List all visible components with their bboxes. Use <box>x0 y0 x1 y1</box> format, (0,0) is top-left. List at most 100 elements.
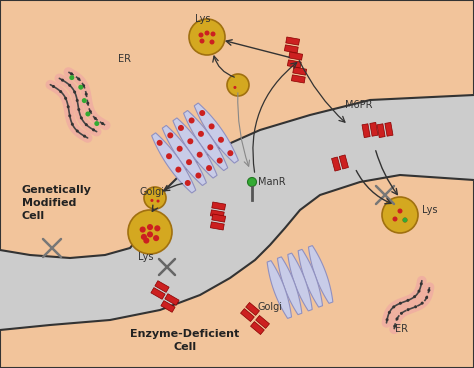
Bar <box>377 124 385 138</box>
Ellipse shape <box>210 39 215 45</box>
Bar <box>385 123 393 136</box>
Text: Enzyme-Deficient
Cell: Enzyme-Deficient Cell <box>130 329 240 352</box>
Ellipse shape <box>128 210 172 254</box>
Bar <box>292 75 305 83</box>
Ellipse shape <box>70 72 73 75</box>
Ellipse shape <box>85 123 88 126</box>
Bar <box>161 301 175 312</box>
Polygon shape <box>194 103 238 163</box>
Ellipse shape <box>406 299 410 302</box>
Bar <box>246 302 259 315</box>
Ellipse shape <box>195 173 201 178</box>
Ellipse shape <box>206 165 212 171</box>
Ellipse shape <box>185 180 191 186</box>
Ellipse shape <box>59 90 62 93</box>
Bar <box>370 123 378 136</box>
Polygon shape <box>277 257 302 315</box>
Text: M6PR: M6PR <box>345 100 373 110</box>
Ellipse shape <box>394 288 474 368</box>
Ellipse shape <box>166 153 172 159</box>
Ellipse shape <box>85 112 91 116</box>
Ellipse shape <box>77 78 80 81</box>
Ellipse shape <box>421 302 424 305</box>
Ellipse shape <box>67 105 70 108</box>
Polygon shape <box>267 261 292 318</box>
Text: ER: ER <box>395 324 408 334</box>
Ellipse shape <box>83 135 86 138</box>
Polygon shape <box>173 118 217 178</box>
Ellipse shape <box>156 199 160 202</box>
Bar <box>212 202 226 210</box>
Bar <box>289 52 302 60</box>
Ellipse shape <box>92 128 95 131</box>
Polygon shape <box>309 245 333 303</box>
Bar <box>339 155 348 169</box>
Ellipse shape <box>198 131 204 137</box>
Ellipse shape <box>204 31 210 35</box>
Ellipse shape <box>82 84 85 87</box>
Bar <box>287 60 301 68</box>
Ellipse shape <box>76 99 79 102</box>
Ellipse shape <box>207 144 213 150</box>
Ellipse shape <box>78 85 83 90</box>
Ellipse shape <box>82 98 87 103</box>
Ellipse shape <box>94 117 97 120</box>
Polygon shape <box>298 250 322 307</box>
Polygon shape <box>0 0 474 258</box>
Ellipse shape <box>175 167 182 173</box>
Ellipse shape <box>218 137 224 143</box>
Ellipse shape <box>85 93 88 96</box>
Text: Genetically
Modified
Cell: Genetically Modified Cell <box>22 185 92 222</box>
Bar <box>255 315 270 328</box>
Ellipse shape <box>382 197 418 233</box>
Ellipse shape <box>228 150 233 156</box>
Ellipse shape <box>404 298 474 368</box>
Ellipse shape <box>94 121 100 126</box>
Ellipse shape <box>428 289 430 292</box>
Ellipse shape <box>61 79 64 82</box>
Ellipse shape <box>68 114 71 117</box>
Polygon shape <box>183 110 228 171</box>
Ellipse shape <box>86 102 89 105</box>
Ellipse shape <box>199 32 203 38</box>
Ellipse shape <box>73 91 76 93</box>
Ellipse shape <box>144 187 166 209</box>
Polygon shape <box>0 175 474 368</box>
Bar <box>210 210 224 218</box>
Ellipse shape <box>186 159 192 165</box>
Text: Golgi: Golgi <box>258 302 283 312</box>
Ellipse shape <box>0 0 70 70</box>
Ellipse shape <box>402 217 408 223</box>
Ellipse shape <box>413 295 416 298</box>
Polygon shape <box>152 133 196 193</box>
Ellipse shape <box>233 86 237 89</box>
Ellipse shape <box>154 225 160 231</box>
Ellipse shape <box>76 130 79 132</box>
Text: Lys: Lys <box>195 14 210 24</box>
Ellipse shape <box>247 177 256 187</box>
Bar <box>210 222 224 230</box>
Ellipse shape <box>140 226 146 233</box>
Bar <box>293 67 307 75</box>
Ellipse shape <box>209 123 215 130</box>
Ellipse shape <box>385 318 389 321</box>
Bar <box>151 288 165 299</box>
Ellipse shape <box>189 117 195 124</box>
Polygon shape <box>162 125 206 185</box>
Polygon shape <box>288 253 312 311</box>
Text: Lys: Lys <box>138 252 154 262</box>
Bar <box>155 281 169 293</box>
Ellipse shape <box>197 152 203 158</box>
Ellipse shape <box>101 122 104 125</box>
Ellipse shape <box>420 282 423 285</box>
Ellipse shape <box>153 235 159 241</box>
Ellipse shape <box>414 305 417 308</box>
Ellipse shape <box>71 123 74 126</box>
Text: Golgi: Golgi <box>140 187 165 197</box>
Ellipse shape <box>147 231 153 237</box>
Ellipse shape <box>425 296 428 299</box>
Ellipse shape <box>147 224 153 230</box>
Ellipse shape <box>150 199 154 202</box>
Ellipse shape <box>89 110 92 113</box>
Ellipse shape <box>178 125 184 131</box>
